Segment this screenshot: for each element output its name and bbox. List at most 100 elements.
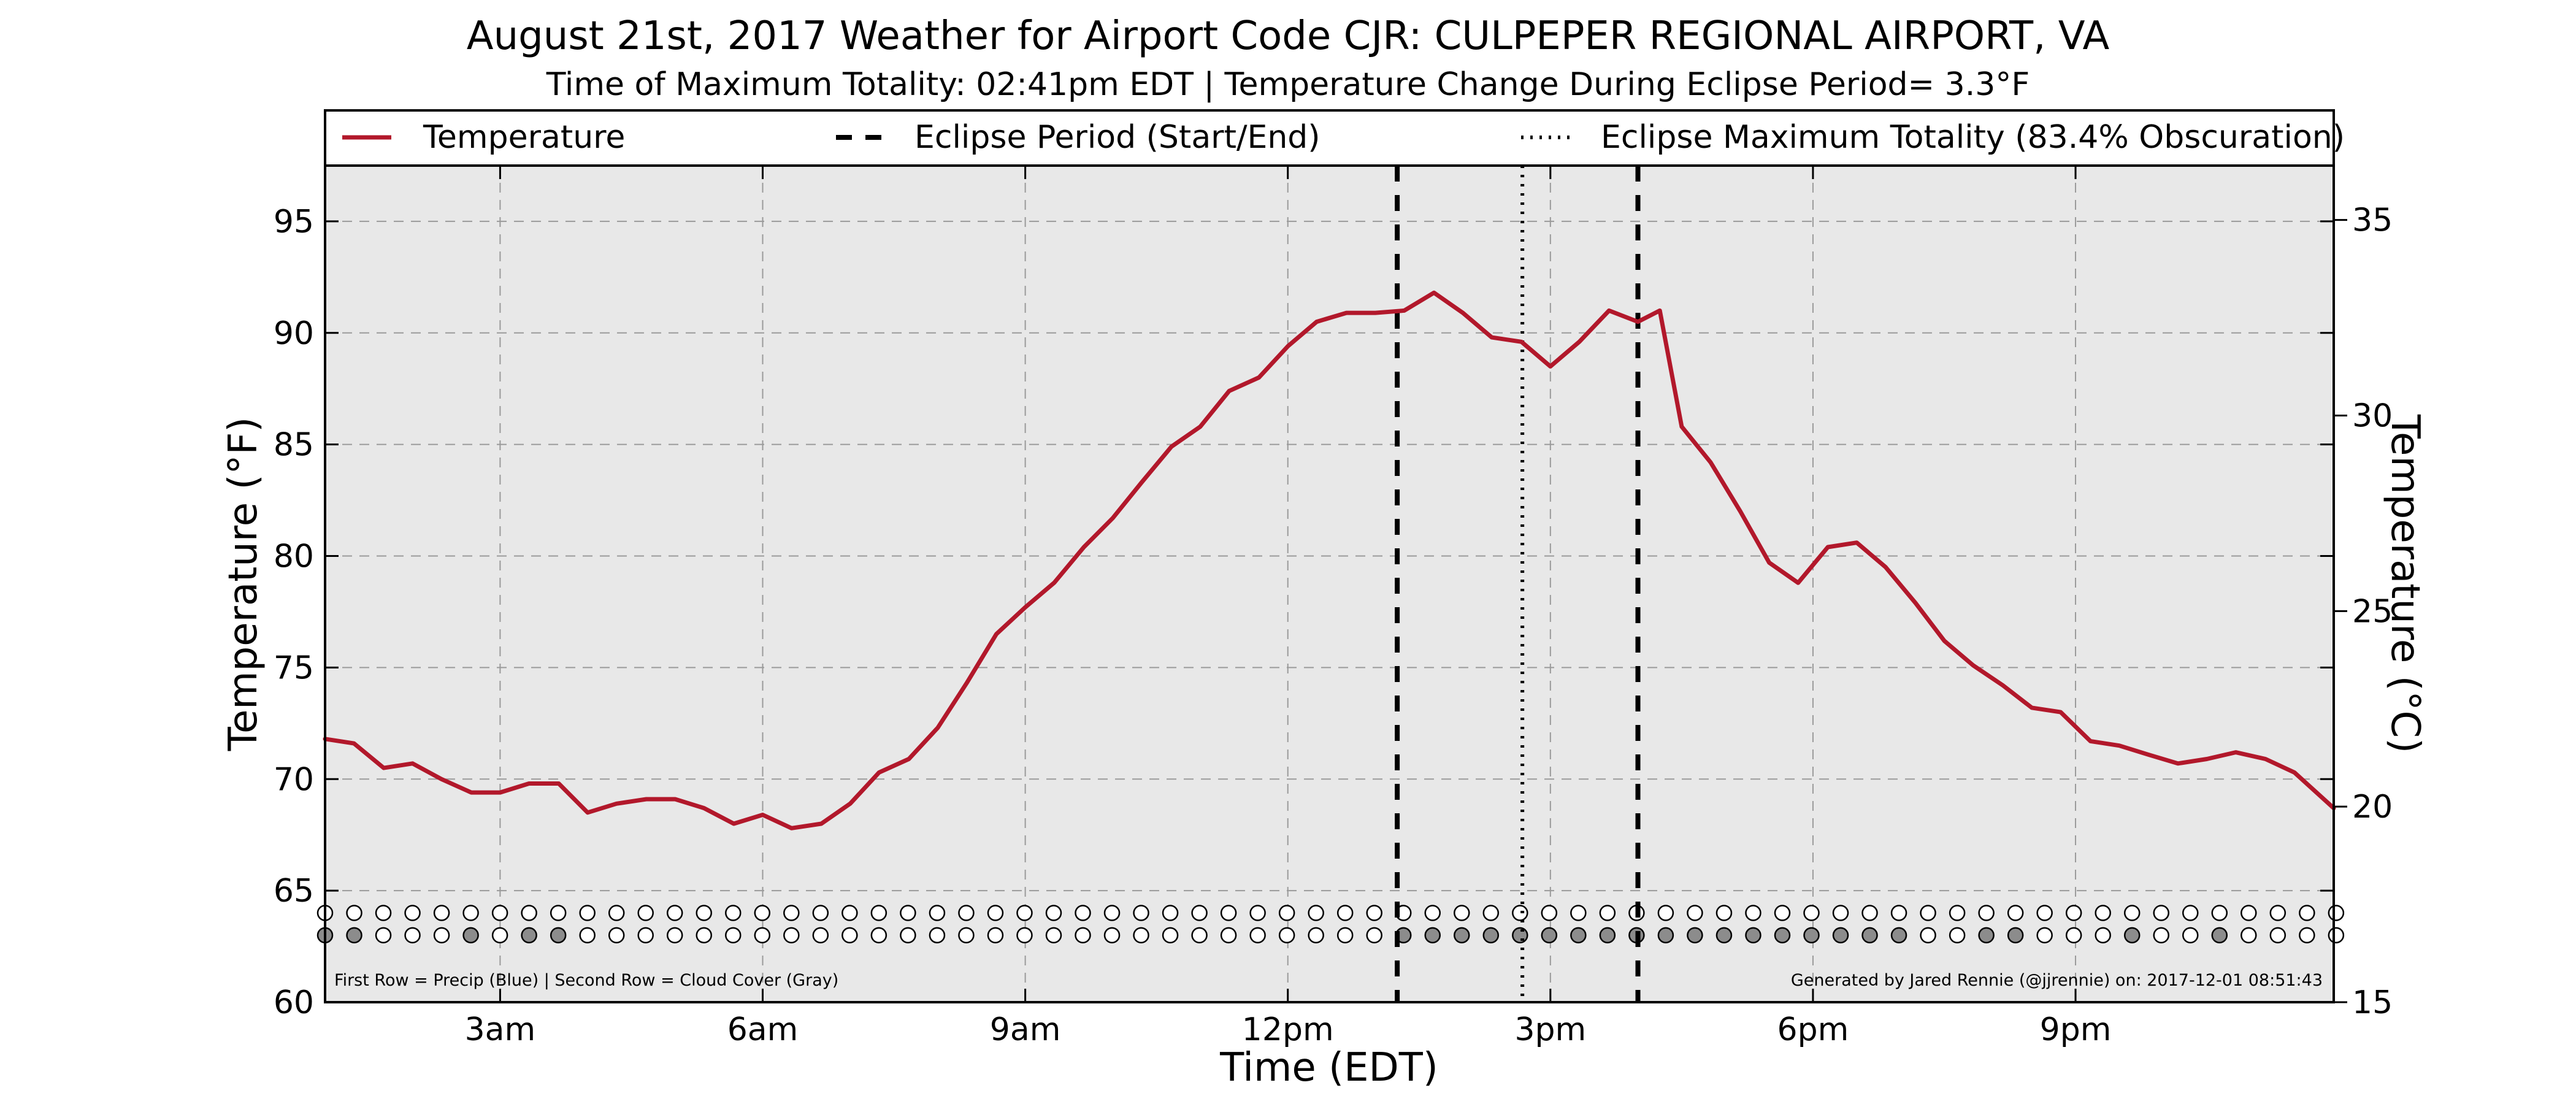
precip-dot [1978, 905, 1995, 921]
precip-dot [1045, 905, 1062, 921]
precip-dot [841, 905, 858, 921]
precip-dot [2007, 905, 2024, 921]
cloud-cover-dot [1599, 927, 1616, 944]
precip-dot [2211, 905, 2228, 921]
precip-dot [1249, 905, 1266, 921]
y-tick-label: 90 [274, 315, 314, 352]
cloud-cover-dot [1045, 927, 1062, 944]
series-group [323, 290, 2336, 830]
precip-dot [1220, 905, 1237, 921]
precip-dot [404, 905, 421, 921]
precip-dot [637, 905, 654, 921]
y2-tick-label: 15 [2352, 984, 2393, 1021]
cloud-cover-dot [1278, 927, 1295, 944]
cloud-cover-dot [2123, 927, 2141, 944]
cloud-cover-dot [1103, 927, 1121, 944]
precip-dot [2036, 905, 2053, 921]
precip-dot [1016, 905, 1033, 921]
precip-dot [1599, 905, 1616, 921]
chart-title: August 21st, 2017 Weather for Airport Co… [466, 13, 2110, 59]
precip-dot [2095, 905, 2111, 921]
cloud-cover-dot [2269, 927, 2287, 944]
cloud-cover-dot [1715, 927, 1733, 944]
precip-dot [870, 905, 887, 921]
x-tick-label: 3pm [1514, 1011, 1586, 1048]
precip-dot [958, 905, 975, 921]
cloud-cover-dot [1424, 927, 1441, 944]
precip-dot [666, 905, 683, 921]
precip-dot [1191, 905, 1208, 921]
precip-dot [2299, 905, 2315, 921]
precip-dot [1075, 905, 1091, 921]
y-tick-label: 85 [274, 427, 314, 464]
y-tick-label: 65 [274, 873, 314, 910]
cloud-cover-dot [870, 927, 887, 944]
precip-dot [1861, 905, 1878, 921]
x-tick-label: 9pm [2040, 1011, 2112, 1048]
cloud-cover-dot [1657, 927, 1674, 944]
cloud-cover-dot [754, 927, 771, 944]
cloud-cover-dot [2241, 927, 2257, 944]
cloud-cover-dot [579, 927, 596, 944]
cloud-cover-dot [1075, 927, 1091, 944]
cloud-cover-dot [1803, 927, 1820, 944]
x-tick-label: 12pm [1242, 1011, 1334, 1048]
precip-dot [1803, 905, 1820, 921]
precip-dot [1570, 905, 1587, 921]
cloud-cover-dot [958, 927, 975, 944]
cloud-cover-dot [1687, 927, 1703, 944]
precip-dot [783, 905, 800, 921]
precip-dot [1454, 905, 1470, 921]
temperature-series-line [323, 290, 2336, 830]
cloud-cover-dot [521, 927, 537, 944]
y2-tick-label: 35 [2352, 202, 2393, 239]
cloud-cover-dot [2211, 927, 2228, 944]
precip-dot [725, 905, 742, 921]
cloud-cover-dot [1920, 927, 1936, 944]
precip-dot [2153, 905, 2169, 921]
precip-dot [1920, 905, 1936, 921]
precip-dot [1890, 905, 1907, 921]
cloud-cover-dot [2036, 927, 2053, 944]
y-axis-ticks: 60 65 70 75 80 85 90 95 [274, 204, 2334, 1021]
precip-dot [1541, 905, 1558, 921]
x-tick-label: 3am [465, 1011, 536, 1048]
precip-dot [754, 905, 771, 921]
cloud-cover-dot [433, 927, 450, 944]
cloud-cover-dot [1832, 927, 1849, 944]
cloud-cover-dot [1978, 927, 1995, 944]
eclipse-lines [1395, 166, 1641, 1002]
cloud-cover-dot [1774, 927, 1791, 944]
precip-dot [346, 905, 362, 921]
indicator-dots [316, 905, 2345, 944]
cloud-cover-dot [2299, 927, 2315, 944]
grid-lines [325, 166, 2334, 1002]
precip-dot [1366, 905, 1382, 921]
precip-dot [1162, 905, 1179, 921]
precip-dot [433, 905, 450, 921]
cloud-cover-dot [1336, 927, 1354, 944]
y2-axis-ticks: 15 20 25 30 35 [2334, 202, 2393, 1021]
precip-dot [1336, 905, 1354, 921]
precip-dot [1657, 905, 1674, 921]
precip-dot [1308, 905, 1324, 921]
cloud-cover-dot [2007, 927, 2024, 944]
precip-dot [929, 905, 946, 921]
y-axis-label: Temperature (°F) [221, 417, 266, 752]
cloud-cover-dot [696, 927, 713, 944]
precip-dot [1424, 905, 1441, 921]
footnote-right: Generated by Jared Rennie (@jjrennie) on… [1791, 971, 2323, 990]
x-axis-label: Time (EDT) [1219, 1045, 1438, 1091]
precip-dot [1687, 905, 1703, 921]
cloud-cover-dot [1249, 927, 1266, 944]
cloud-cover-dot [2065, 927, 2082, 944]
x-axis-ticks: 3am 6am 9am 12pm 3pm 6pm 9pm [465, 166, 2112, 1048]
cloud-cover-dot [2182, 927, 2199, 944]
cloud-cover-dot [550, 927, 567, 944]
cloud-cover-dot [1454, 927, 1470, 944]
cloud-cover-dot [1366, 927, 1382, 944]
x-tick-label: 6am [727, 1011, 799, 1048]
precip-dot [2123, 905, 2141, 921]
cloud-cover-dot [1745, 927, 1761, 944]
